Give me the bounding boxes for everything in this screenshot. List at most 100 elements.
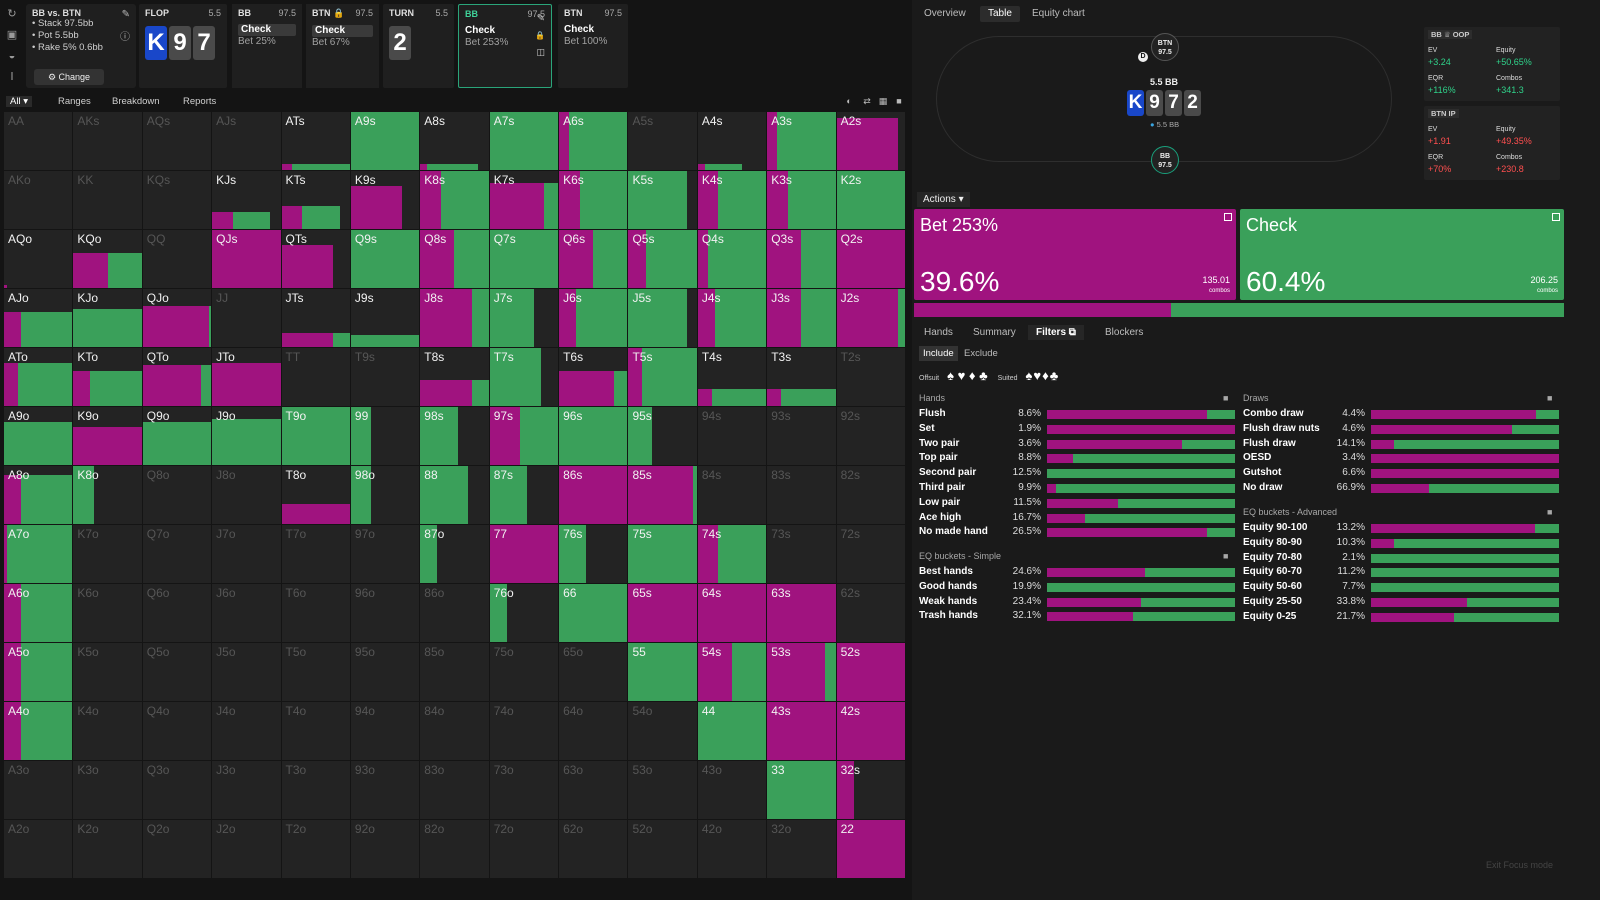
hand-cell[interactable]: Q8s (420, 230, 490, 289)
hand-cell[interactable]: 87o (420, 525, 490, 584)
hand-cell[interactable]: A7s (489, 112, 560, 171)
filter-row[interactable]: No made hand 26.5% (919, 526, 1239, 539)
hand-cell[interactable]: 98s (420, 407, 490, 466)
hand-cell[interactable]: Q5o (142, 643, 213, 702)
step-btn2[interactable]: BTN 97.5 Check Bet 100% (558, 4, 628, 88)
tab-breakdown[interactable]: Breakdown (112, 96, 160, 107)
edit-icon[interactable]: ✎ (121, 9, 130, 20)
book-icon[interactable]: ◫ (536, 47, 545, 57)
hand-cell[interactable]: T8s (420, 348, 490, 407)
hand-cell[interactable]: 62o (559, 820, 629, 879)
hand-cell[interactable]: T4o (281, 702, 351, 761)
hand-cell[interactable]: KTs (281, 171, 351, 230)
hand-cell[interactable]: KQo (73, 230, 143, 289)
step-action[interactable]: Check (564, 24, 595, 35)
hand-cell[interactable]: 84o (420, 702, 490, 761)
hand-cell[interactable]: 97s (489, 407, 560, 466)
hand-cell[interactable]: 93o (350, 761, 421, 820)
hand-cell[interactable]: 86s (559, 466, 629, 525)
subtab-blockers[interactable]: Blockers (1105, 327, 1144, 338)
hand-cell[interactable]: 54s (697, 643, 768, 702)
lock-icon[interactable]: 🔒 (535, 31, 545, 40)
step-alt-action[interactable]: Bet 67% (312, 37, 350, 48)
seat-btn[interactable]: BTN 97.5 (1151, 33, 1179, 61)
info-icon[interactable]: ⓘ (120, 32, 130, 43)
offsuit-suit-icons[interactable]: ♠ ♥ ♦ ♣ (947, 368, 988, 383)
hand-cell[interactable]: 96s (559, 407, 629, 466)
tab-reports[interactable]: Reports (183, 96, 217, 107)
hand-cell[interactable]: 84s (697, 466, 768, 525)
hand-cell[interactable]: 65o (559, 643, 629, 702)
hand-cell[interactable]: 82o (420, 820, 490, 879)
hand-cell[interactable]: QTs (281, 230, 351, 289)
step-flop[interactable]: FLOP 5.5 K 9 7 (139, 4, 227, 88)
hand-cell[interactable]: T3s (767, 348, 837, 407)
expand-icon[interactable] (1224, 213, 1232, 221)
subtab-hands[interactable]: Hands (924, 327, 953, 338)
hand-cell[interactable]: JTs (281, 289, 351, 348)
hand-cell[interactable]: 66 (559, 584, 629, 643)
hand-cell[interactable]: J2s (836, 289, 906, 348)
hand-cell[interactable]: A6s (559, 112, 629, 171)
hand-cell[interactable]: J5o (212, 643, 282, 702)
hand-cell[interactable]: A3s (767, 112, 837, 171)
step-action[interactable]: Check (465, 25, 496, 36)
hand-cell[interactable]: 42s (836, 702, 906, 761)
step-action[interactable]: Check (312, 25, 373, 37)
hand-cell[interactable]: K8o (73, 466, 143, 525)
step-turn[interactable]: TURN 5.5 2 (383, 4, 454, 88)
hand-cell[interactable]: 73s (767, 525, 837, 584)
hand-cell[interactable]: AQo (4, 230, 74, 289)
hand-cell[interactable]: J6o (212, 584, 282, 643)
hand-cell[interactable]: J9o (212, 407, 282, 466)
filter-row[interactable]: Low pair 11.5% (919, 497, 1239, 510)
collapse-draws-icon[interactable]: ■ (1547, 393, 1553, 403)
hand-cell[interactable]: 72o (489, 820, 560, 879)
hand-cell[interactable]: Q5s (628, 230, 698, 289)
hand-cell[interactable]: 95o (350, 643, 421, 702)
hand-cell[interactable]: Q6o (142, 584, 213, 643)
filter-row[interactable]: Equity 90-100 13.2% (1243, 522, 1563, 535)
hand-cell[interactable]: 73o (489, 761, 560, 820)
hand-cell[interactable]: K7o (73, 525, 143, 584)
filter-row[interactable]: Flush draw nuts 4.6% (1243, 423, 1563, 436)
collapse-eq-simple-icon[interactable]: ■ (1223, 551, 1229, 561)
hand-cell[interactable]: K5s (628, 171, 698, 230)
hand-cell[interactable]: 83o (420, 761, 490, 820)
reload-icon[interactable]: ↻ (7, 8, 17, 20)
filter-row[interactable]: Equity 80-90 10.3% (1243, 537, 1563, 550)
hand-cell[interactable]: Q3o (142, 761, 213, 820)
filter-row[interactable]: Equity 25-50 33.8% (1243, 596, 1563, 609)
hand-cell[interactable]: J2o (212, 820, 282, 879)
hand-cell[interactable]: 85o (420, 643, 490, 702)
hand-cell[interactable]: A6o (4, 584, 74, 643)
hand-cell[interactable]: 32s (836, 761, 906, 820)
hand-cell[interactable]: 52s (836, 643, 906, 702)
hand-cell[interactable]: T8o (281, 466, 351, 525)
filter-row[interactable]: Ace high 16.7% (919, 512, 1239, 525)
contrast-view-icon[interactable]: ◐ (846, 96, 852, 106)
hand-cell[interactable]: K4s (697, 171, 768, 230)
hand-cell[interactable]: A5o (4, 643, 74, 702)
text-icon[interactable]: Ⅰ (10, 71, 14, 83)
filter-row[interactable]: Equity 50-60 7.7% (1243, 581, 1563, 594)
actions-dropdown[interactable]: Actions ▾ (917, 192, 970, 207)
filter-row[interactable]: OESD 3.4% (1243, 452, 1563, 465)
hand-cell[interactable]: 76s (559, 525, 629, 584)
hand-cell[interactable]: KJs (212, 171, 282, 230)
hand-cell[interactable]: AJs (212, 112, 282, 171)
tab-overview[interactable]: Overview (924, 8, 966, 19)
hand-cell[interactable]: 94o (350, 702, 421, 761)
hand-cell[interactable]: 55 (628, 643, 698, 702)
hand-cell[interactable]: 92o (350, 820, 421, 879)
save-icon[interactable]: ▣ (6, 29, 18, 41)
collapse-eq-advanced-icon[interactable]: ■ (1547, 507, 1553, 517)
hand-cell[interactable]: A8s (420, 112, 490, 171)
hand-cell[interactable]: T6o (281, 584, 351, 643)
hand-cell[interactable]: 94s (697, 407, 768, 466)
step-bb2[interactable]: BB 97.5 Check Bet 253% ✎ 🔒 ◫ (458, 4, 552, 88)
hand-cell[interactable]: AKs (73, 112, 143, 171)
edit-icon[interactable]: ✎ (536, 13, 545, 24)
tab-table[interactable]: Table (980, 6, 1020, 22)
hand-cell[interactable]: K6o (73, 584, 143, 643)
